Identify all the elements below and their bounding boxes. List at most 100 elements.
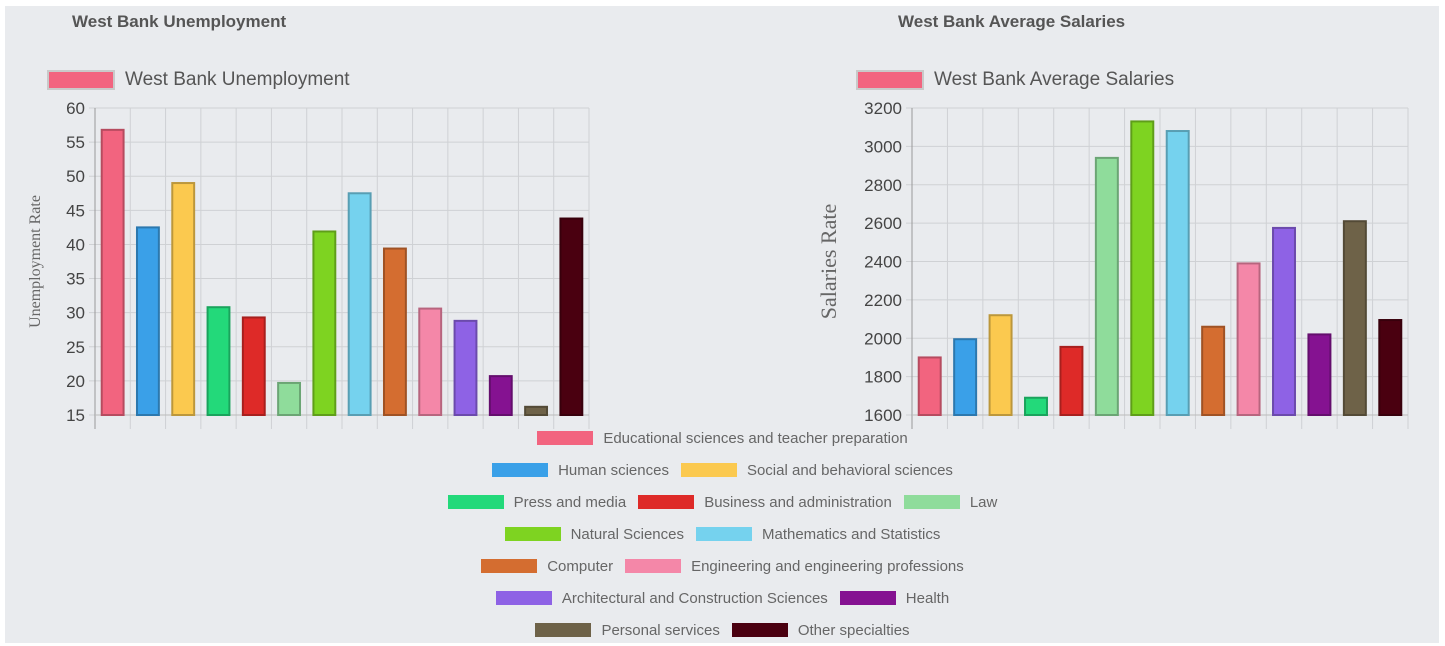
legend-label: Natural Sciences xyxy=(570,525,684,543)
legend-swatch xyxy=(839,591,896,605)
legend-row: Natural Sciences Mathematics and Statisti… xyxy=(0,518,1445,550)
unemployment-bar xyxy=(488,375,513,417)
legend-row: Architectural and Construction Sciences H… xyxy=(0,582,1445,614)
legend-row: Human sciences Social and behavioral scie… xyxy=(0,454,1445,486)
legend-item[interactable]: Engineering and engineering professions xyxy=(625,558,964,575)
unemployment-y-tick-label: 55 xyxy=(66,133,85,152)
salaries-bar xyxy=(1059,345,1084,416)
unemployment-y-axis-label: Unemployment Rate xyxy=(27,195,44,328)
unemployment-bar xyxy=(206,306,231,417)
legend-item[interactable]: Architectural and Construction Sciences xyxy=(495,589,828,607)
unemployment-bar xyxy=(524,405,549,416)
unemployment-y-tick-label: 60 xyxy=(66,99,85,118)
legend-label: Personal services xyxy=(601,621,720,639)
legend-item[interactable]: Personal services xyxy=(535,621,720,639)
salaries-bar xyxy=(1307,333,1332,417)
unemployment-series-legend[interactable]: West Bank Unemployment xyxy=(47,68,350,92)
unemployment-y-tick-label: 15 xyxy=(66,406,85,425)
legend-label: Architectural and Construction Sciences xyxy=(561,589,828,607)
salaries-y-tick-label: 2800 xyxy=(864,176,902,195)
salaries-y-tick-label: 2200 xyxy=(864,291,902,310)
legend-label: Health xyxy=(905,589,950,607)
salaries-bar xyxy=(1024,396,1048,417)
unemployment-bar xyxy=(277,381,302,416)
legend-item[interactable]: Law xyxy=(903,493,998,511)
legend-swatch xyxy=(537,431,594,445)
unemployment-bar xyxy=(171,182,196,416)
unemployment-y-tick-label: 35 xyxy=(66,270,85,289)
legend-row: Computer Engineering and engineering prof… xyxy=(0,550,1445,582)
unemployment-bar xyxy=(100,128,125,416)
legend-swatch xyxy=(535,623,592,637)
unemployment-bar xyxy=(453,319,478,416)
legend-item[interactable]: Natural Sciences xyxy=(504,525,684,543)
legend-label: Educational sciences and teacher prepara… xyxy=(603,429,908,447)
salaries-bar xyxy=(1272,226,1296,416)
salaries-y-axis-label: Salaries Rate xyxy=(816,204,841,319)
salaries-series-swatch xyxy=(856,70,924,90)
legend-item[interactable]: Human sciences xyxy=(492,462,669,479)
legend-item[interactable]: Press and media xyxy=(447,493,627,511)
legend-label: Mathematics and Statistics xyxy=(761,525,941,543)
legend-label: Business and administration xyxy=(704,493,892,511)
unemployment-y-tick-label: 30 xyxy=(66,304,85,323)
unemployment-chart: 15 20 25 30 35 40 45 50 55 60 Unemployment Rate xyxy=(27,99,590,429)
legend-swatch xyxy=(731,623,788,637)
salaries-bar xyxy=(1201,325,1226,416)
salaries-bar xyxy=(917,356,942,416)
legend-item[interactable]: Computer xyxy=(481,558,613,575)
unemployment-bar xyxy=(418,307,443,416)
salaries-bar xyxy=(1094,156,1119,416)
salaries-bar xyxy=(1130,120,1155,417)
legend-label: Human sciences xyxy=(558,461,669,479)
unemployment-bar xyxy=(382,247,407,416)
salaries-y-tick-label: 1600 xyxy=(864,406,902,425)
legend-swatch xyxy=(495,591,552,605)
category-legend: Educational sciences and teacher prepara… xyxy=(0,422,1445,646)
legend-item[interactable]: Educational sciences and teacher prepara… xyxy=(537,429,908,447)
unemployment-bar xyxy=(135,226,160,416)
unemployment-bar xyxy=(347,192,372,416)
legend-swatch xyxy=(481,559,538,573)
salaries-y-tick-label: 1800 xyxy=(864,368,902,387)
legend-row: Educational sciences and teacher prepara… xyxy=(0,422,1445,454)
legend-swatch xyxy=(680,463,737,477)
salaries-chart: 1600 1800 2000 2200 2400 2600 2800 3000 3200 Sala… xyxy=(816,99,1409,429)
unemployment-chart-title: West Bank Unemployment xyxy=(72,12,287,31)
legend-label: Engineering and engineering professions xyxy=(691,557,964,575)
legend-item[interactable]: Other specialties xyxy=(731,621,910,639)
legend-item[interactable]: Mathematics and Statistics xyxy=(695,525,941,543)
legend-label: Other specialties xyxy=(797,621,910,639)
unemployment-y-tick-label: 50 xyxy=(66,167,85,186)
salaries-bar xyxy=(988,314,1013,417)
legend-item[interactable]: Health xyxy=(839,589,950,607)
salaries-bar xyxy=(1165,130,1190,416)
legend-swatch xyxy=(625,559,682,573)
legend-row: Press and media Business and administrati… xyxy=(0,486,1445,518)
salaries-y-tick-label: 3000 xyxy=(864,137,902,156)
salaries-bar xyxy=(953,338,978,417)
unemployment-bar xyxy=(559,217,584,416)
legend-swatch xyxy=(504,527,561,541)
salaries-y-tick-label: 2600 xyxy=(864,214,902,233)
legend-row: Personal services Other specialties xyxy=(0,614,1445,646)
legend-label: Press and media xyxy=(513,493,627,511)
legend-item[interactable]: Social and behavioral sciences xyxy=(680,462,953,479)
salaries-bar xyxy=(1378,319,1403,417)
unemployment-series-label: West Bank Unemployment xyxy=(125,69,350,90)
legend-swatch xyxy=(492,463,549,477)
unemployment-y-tick-label: 25 xyxy=(66,338,85,357)
legend-swatch xyxy=(695,527,752,541)
salaries-series-legend[interactable]: West Bank Average Salaries xyxy=(856,68,1174,92)
unemployment-bar xyxy=(312,230,337,416)
legend-item[interactable]: Business and administration xyxy=(638,494,892,511)
unemployment-y-tick-label: 20 xyxy=(66,372,85,391)
salaries-bar xyxy=(1236,262,1261,417)
unemployment-bar xyxy=(241,316,266,417)
legend-label: Law xyxy=(969,493,998,511)
legend-label: Computer xyxy=(547,557,614,575)
unemployment-y-tick-label: 45 xyxy=(66,201,85,220)
unemployment-y-tick-label: 40 xyxy=(66,235,85,254)
salaries-series-label: West Bank Average Salaries xyxy=(934,69,1175,90)
salaries-y-tick-label: 3200 xyxy=(864,99,902,118)
